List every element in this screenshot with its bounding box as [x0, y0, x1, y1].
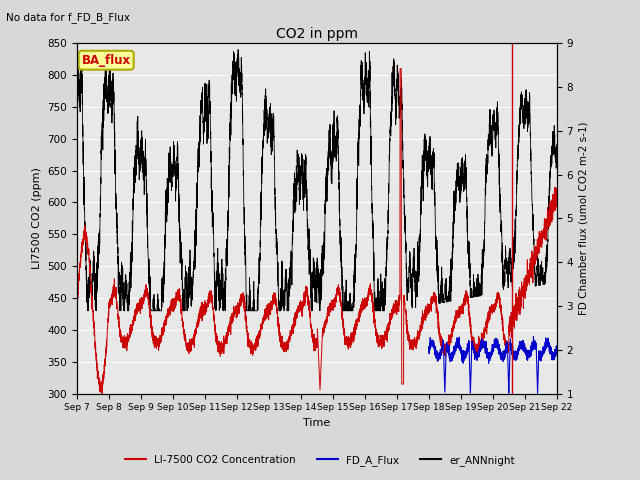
Text: No data for f_FD_B_Flux: No data for f_FD_B_Flux	[6, 12, 131, 23]
Text: BA_flux: BA_flux	[82, 54, 131, 67]
Y-axis label: FD Chamber flux (umol CO2 m-2 s-1): FD Chamber flux (umol CO2 m-2 s-1)	[579, 121, 589, 315]
X-axis label: Time: Time	[303, 418, 330, 428]
Legend: LI-7500 CO2 Concentration, FD_A_Flux, er_ANNnight: LI-7500 CO2 Concentration, FD_A_Flux, er…	[121, 451, 519, 470]
Y-axis label: LI7500 CO2 (ppm): LI7500 CO2 (ppm)	[32, 168, 42, 269]
Title: CO2 in ppm: CO2 in ppm	[276, 27, 358, 41]
